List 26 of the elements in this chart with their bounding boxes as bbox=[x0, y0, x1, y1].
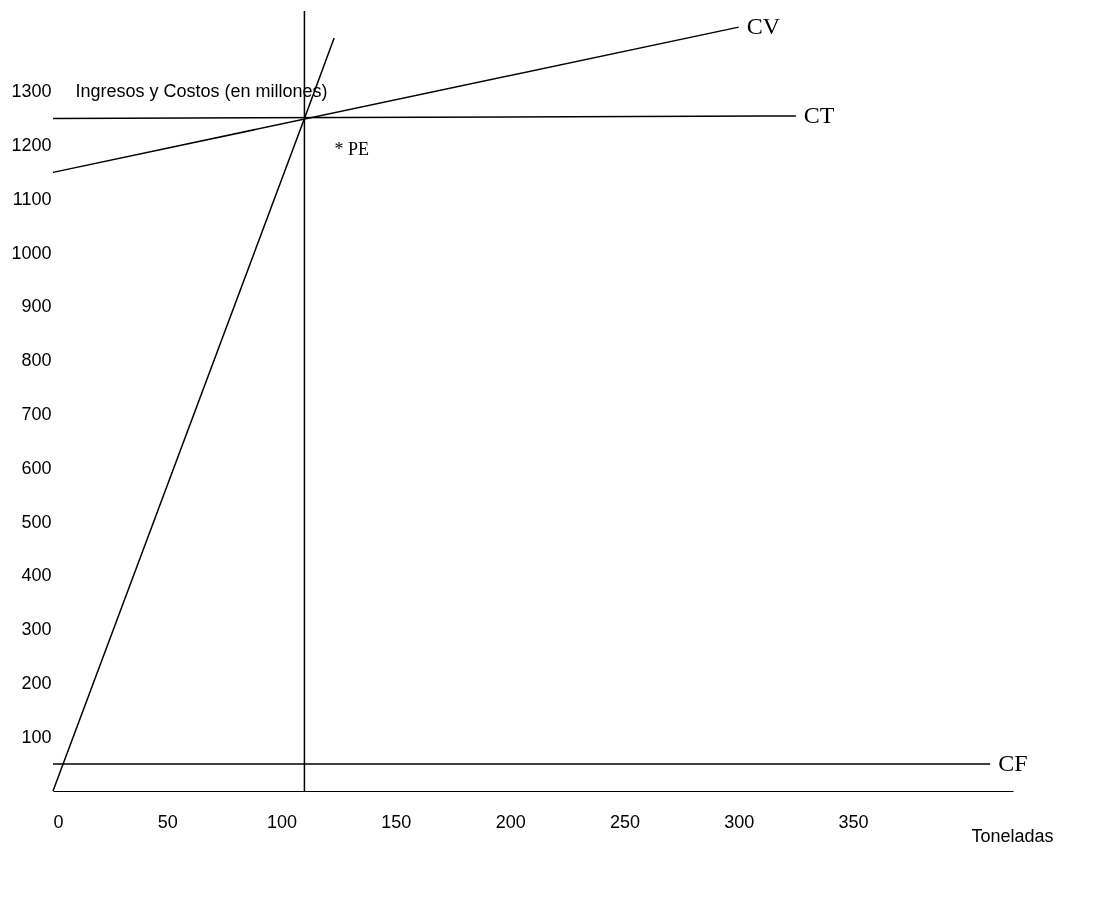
y-tick-label: 800 bbox=[21, 350, 52, 371]
x-tick-label: 150 bbox=[381, 811, 412, 832]
y-tick-label: 1200 bbox=[11, 134, 52, 155]
y-tick-label: 1300 bbox=[11, 81, 52, 102]
x-tick-label: 50 bbox=[157, 811, 178, 832]
x-tick-label: 250 bbox=[609, 811, 640, 832]
y-tick-label: 500 bbox=[21, 511, 52, 532]
x-tick-label: 200 bbox=[495, 811, 526, 832]
x-tick-label: 0 bbox=[53, 811, 64, 832]
series-label: CT bbox=[803, 101, 835, 128]
y-tick-label: 900 bbox=[21, 296, 52, 317]
x-axis-title: Toneladas bbox=[971, 825, 1054, 846]
y-tick-label: 400 bbox=[21, 565, 52, 586]
annotation: * PE bbox=[334, 138, 369, 159]
y-tick-label: 1000 bbox=[11, 242, 52, 263]
y-tick-label: 100 bbox=[21, 726, 52, 747]
y-tick-label: 200 bbox=[21, 672, 52, 693]
y-tick-label: 300 bbox=[21, 619, 52, 640]
y-tick-label: 600 bbox=[21, 457, 52, 478]
series-label: CV bbox=[746, 13, 781, 40]
x-tick-label: 300 bbox=[724, 811, 755, 832]
y-tick-label: 700 bbox=[21, 403, 52, 424]
y-tick-label: 1100 bbox=[12, 188, 52, 209]
series-label: CF bbox=[998, 750, 1028, 777]
x-tick-label: 350 bbox=[838, 811, 869, 832]
x-tick-label: 100 bbox=[267, 811, 298, 832]
